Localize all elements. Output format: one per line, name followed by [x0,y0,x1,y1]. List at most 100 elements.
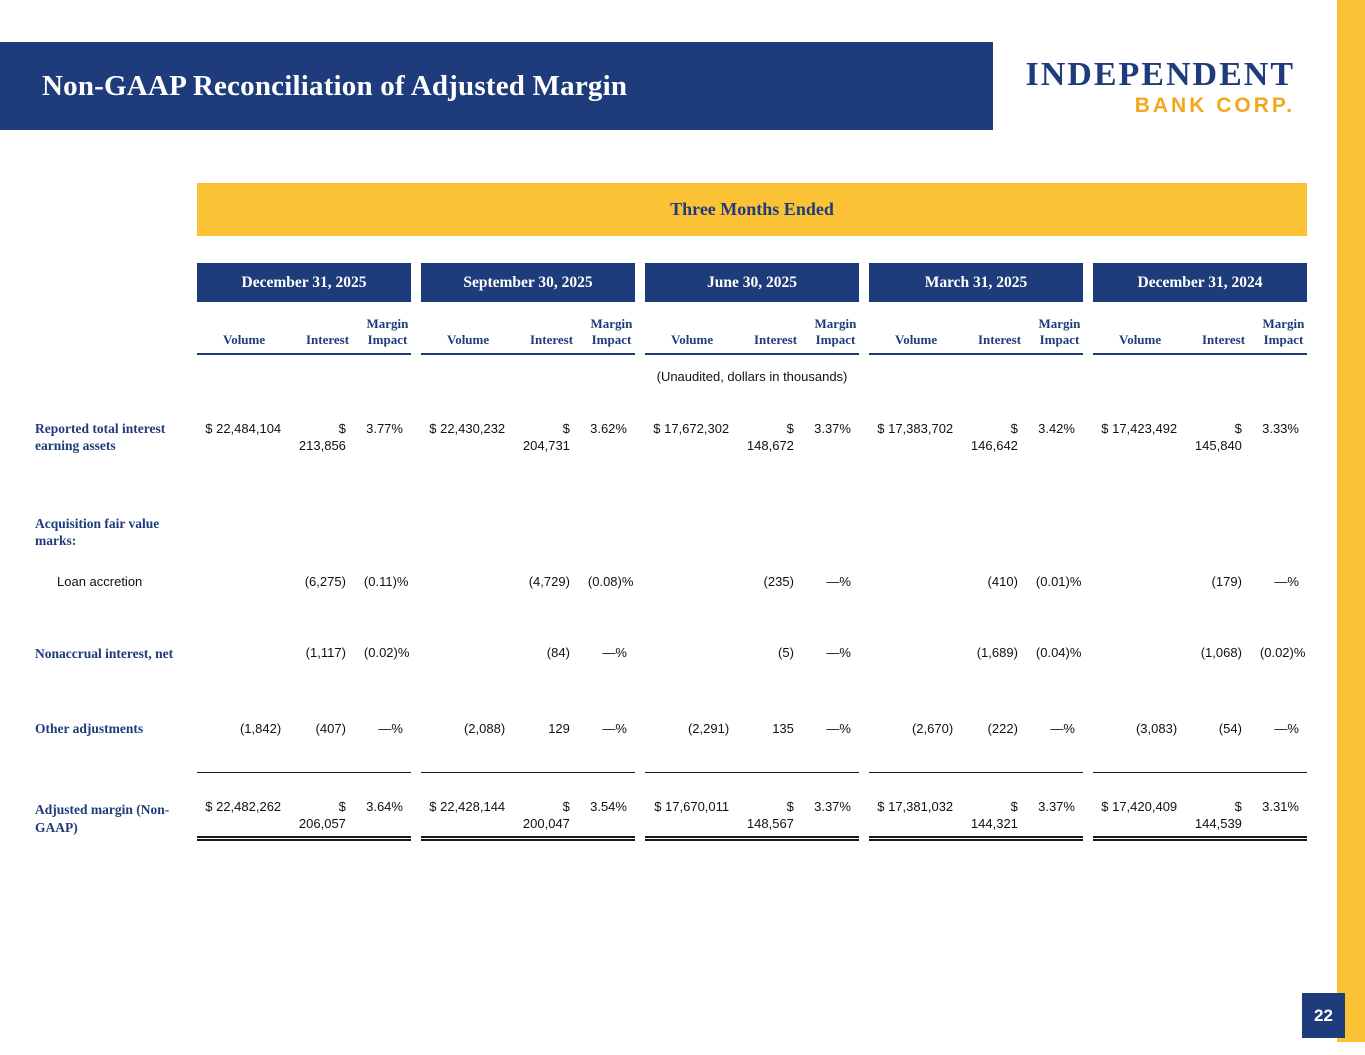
interest-cell: (6,275) [304,573,346,589]
table-row-section-acquisition-marks: Acquisition fair value marks: [35,515,1307,550]
margin-impact-cell: —% [1050,720,1075,736]
table-row-other-adjustments: Other adjustments (1,842) (407) —% (2,08… [35,720,1307,738]
interest-header: Interest [529,332,574,348]
margin-impact-cell: —% [378,720,403,736]
volume-cell [421,645,515,662]
interest-cell: 135 [772,720,794,736]
period-header-dec-31-2024: December 31, 2024 [1093,263,1307,302]
margin-impact-cell: 3.62% [590,420,627,436]
gold-accent-stripe [1337,0,1365,1042]
period-group: $ 17,381,032 $ 144,321 3.37% [869,771,1083,842]
margin-impact-cell: —% [602,645,627,661]
period-group: (1,068) (0.02)% [1093,645,1307,662]
interest-header: Interest [305,332,350,348]
volume-header: Volume [895,332,938,348]
period-header-row: December 31, 2025 September 30, 2025 Jun… [35,263,1307,302]
margin-impact-cell: (0.02)% [363,645,410,661]
volume-header: Volume [447,332,490,348]
volume-cell: (2,670) [911,720,954,736]
margin-impact-cell: 3.54% [590,798,627,814]
volume-cell: (1,842) [239,720,282,736]
column-header-group: Volume Interest Margin Impact [421,316,635,355]
margin-impact-cell: (0.01)% [1035,573,1082,589]
row-label: Nonaccrual interest, net [35,645,174,661]
margin-impact-cell: (0.11)% [363,573,409,589]
interest-cell: $ 144,539 [1194,798,1242,831]
margin-impact-cell: 3.37% [814,420,851,436]
period-group: (235) —% [645,574,859,591]
period-group: (4,729) (0.08)% [421,574,635,591]
margin-impact-header: Margin Impact [814,316,857,348]
table-row-adjusted-margin: Adjusted margin (Non-GAAP) $ 22,482,262 … [35,771,1307,842]
interest-header: Interest [1201,332,1246,348]
volume-cell: $ 17,420,409 [1101,798,1178,814]
column-header-row: Volume Interest Margin Impact Volume Int… [35,316,1307,355]
interest-cell: $ 206,057 [298,798,346,831]
banner-row: Three Months Ended [35,183,1307,236]
column-header-group: Volume Interest Margin Impact [197,316,411,355]
interest-cell: (235) [763,573,794,589]
period-group: (6,275) (0.11)% [197,574,411,591]
margin-impact-cell: 3.64% [366,798,403,814]
period-group: $ 17,420,409 $ 144,539 3.31% [1093,771,1307,842]
interest-cell: $ 145,840 [1194,420,1242,453]
period-group: $ 22,482,262 $ 206,057 3.64% [197,771,411,842]
row-label: Loan accretion [57,573,143,589]
volume-cell [197,645,291,662]
period-group: (410) (0.01)% [869,574,1083,591]
interest-cell: (407) [315,720,346,736]
volume-cell [645,645,739,662]
volume-cell: $ 17,423,492 [1101,420,1178,436]
period-group: (2,088) 129 —% [421,721,635,738]
volume-cell [197,574,291,591]
period-group: $ 17,670,011 $ 148,567 3.37% [645,771,859,842]
interest-cell: (410) [987,573,1018,589]
volume-cell: (2,291) [687,720,730,736]
interest-cell: (1,068) [1200,645,1242,661]
interest-cell: (5) [778,645,794,661]
volume-header: Volume [671,332,714,348]
interest-header: Interest [977,332,1022,348]
interest-cell: (1,689) [976,645,1018,661]
interest-cell: (54) [1218,720,1242,736]
interest-cell: (222) [987,720,1018,736]
margin-impact-cell: —% [1274,573,1299,589]
volume-cell [1093,574,1187,591]
interest-cell: $ 148,567 [746,798,794,831]
margin-impact-cell: (0.08)% [587,573,634,589]
row-label: Reported total interest earning assets [35,420,166,454]
interest-cell: $ 144,321 [970,798,1018,831]
period-header-dec-31-2025: December 31, 2025 [197,263,411,302]
margin-impact-cell: (0.02)% [1259,645,1306,661]
period-group: $ 17,383,702 $ 146,642 3.42% [869,421,1083,455]
volume-cell [869,574,963,591]
interest-cell: (84) [546,645,570,661]
margin-impact-cell: 3.31% [1262,798,1299,814]
volume-cell: $ 22,430,232 [429,420,506,436]
interest-cell: $ 146,642 [970,420,1018,453]
interest-cell: (4,729) [528,573,570,589]
volume-cell [869,645,963,662]
logo-name: INDEPENDENT [1025,56,1295,93]
slide-title: Non-GAAP Reconciliation of Adjusted Marg… [42,69,628,102]
margin-impact-cell: (0.04)% [1035,645,1082,661]
logo-tagline: BANK CORP. [1134,94,1295,118]
margin-impact-cell: —% [602,720,627,736]
period-group: (1,842) (407) —% [197,721,411,738]
period-group: (1,117) (0.02)% [197,645,411,662]
volume-header: Volume [223,332,266,348]
interest-header: Interest [753,332,798,348]
period-group: $ 17,423,492 $ 145,840 3.33% [1093,421,1307,455]
volume-cell: (3,083) [1135,720,1178,736]
interest-cell: 129 [548,720,570,736]
page-number: 22 [1314,1005,1333,1025]
interest-cell: $ 148,672 [746,420,794,453]
column-header-group: Volume Interest Margin Impact [1093,316,1307,355]
interest-cell: (1,117) [305,645,346,661]
column-header-group: Volume Interest Margin Impact [645,316,859,355]
row-label: Other adjustments [35,721,144,737]
period-group: $ 17,672,302 $ 148,672 3.37% [645,421,859,455]
volume-cell: (2,088) [463,720,506,736]
volume-cell: $ 17,672,302 [653,420,730,436]
